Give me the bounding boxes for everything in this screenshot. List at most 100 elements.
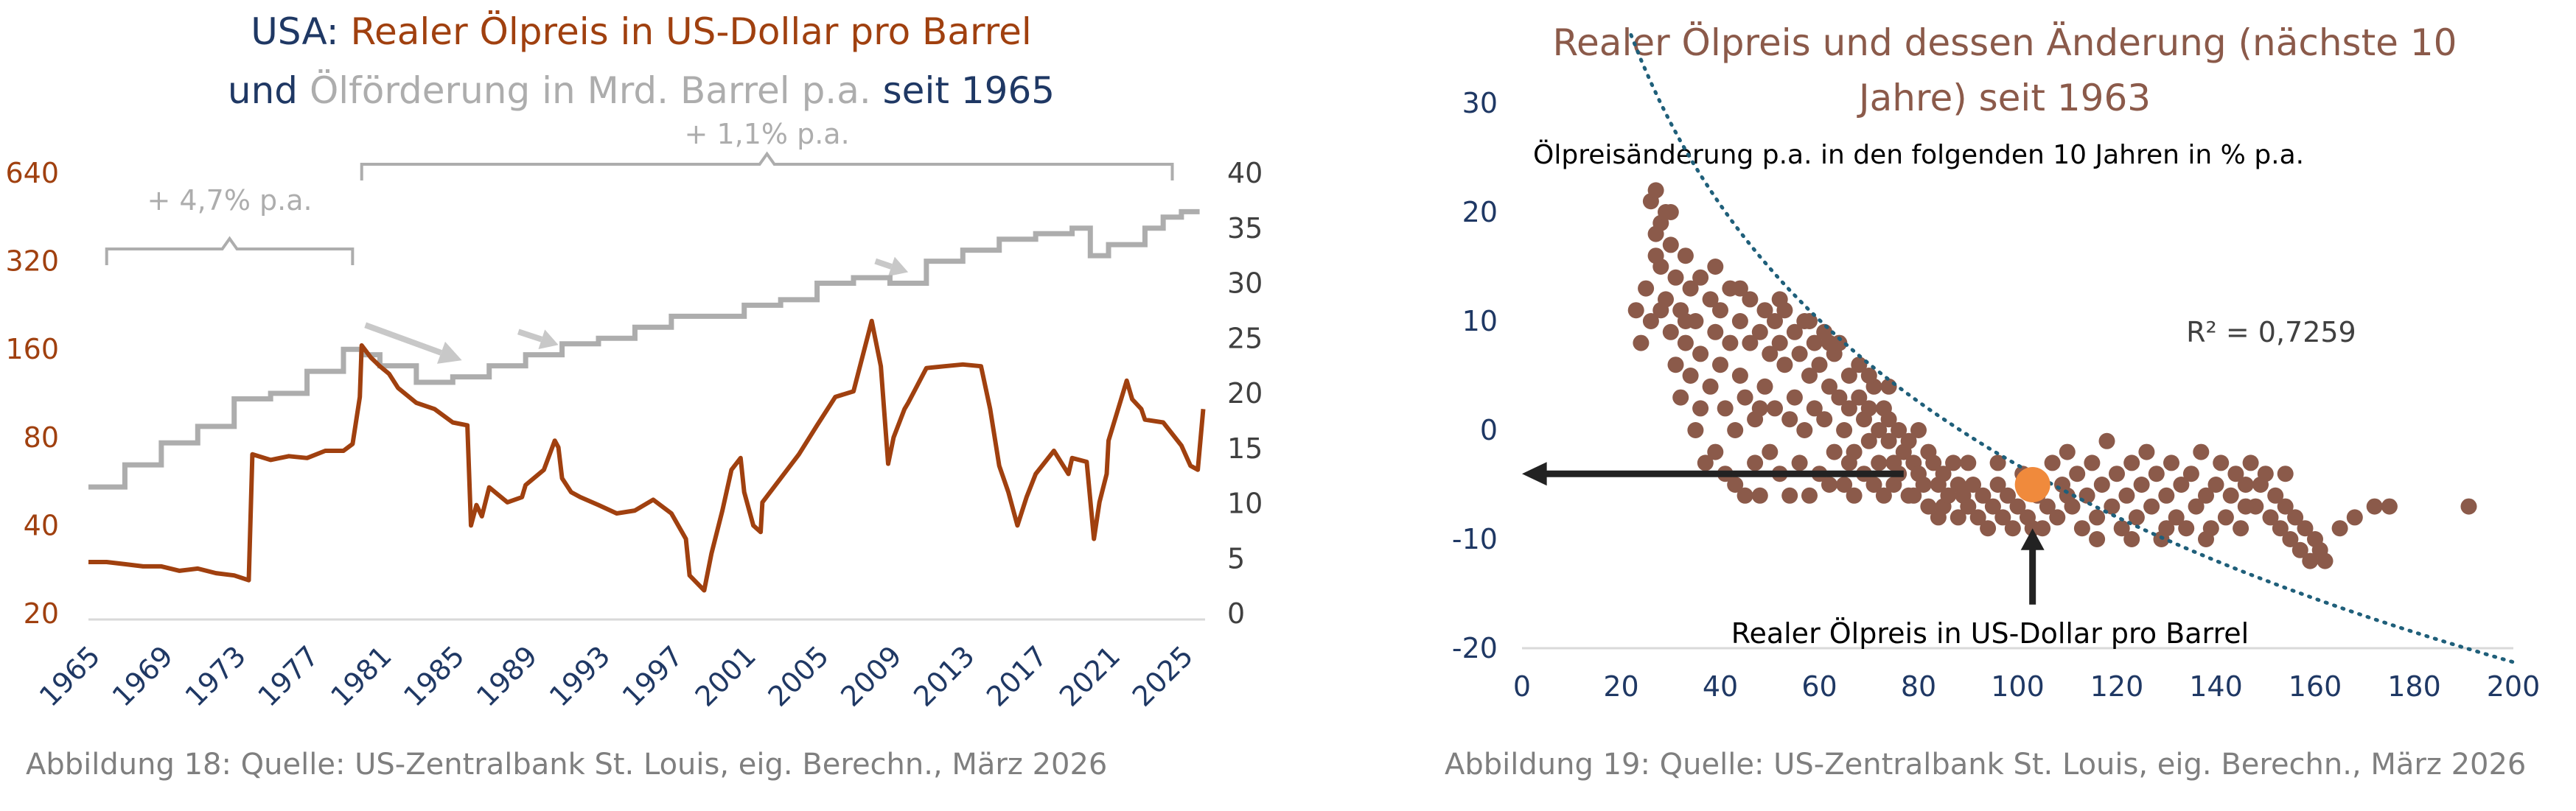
scatter-point: [1891, 422, 1907, 438]
scatter-point: [1702, 378, 1719, 395]
scatter-point: [2198, 487, 2214, 504]
scatter-point: [1791, 454, 1808, 471]
scatter-point: [1712, 302, 1728, 319]
scatter-point: [2291, 541, 2308, 558]
scatter-point: [2123, 531, 2140, 547]
scatter-point: [1851, 389, 1868, 406]
scatter-point: [1865, 477, 1882, 493]
right-y-tick-label: 5: [1227, 542, 1245, 575]
scatter-point: [1860, 368, 1877, 384]
right-y-tick-label: 0: [1480, 414, 1498, 446]
left-x-tick-label: 2013: [907, 639, 981, 713]
trend-arrow-shaft: [517, 329, 543, 343]
scatter-point: [2237, 477, 2254, 493]
scatter-point: [1880, 411, 1897, 428]
scatter-point: [1950, 509, 1966, 526]
scatter-point: [1821, 378, 1837, 395]
scatter-point: [1642, 313, 1659, 329]
scatter-point: [1846, 487, 1863, 504]
scatter-point: [2188, 498, 2205, 515]
scatter-point: [1687, 422, 1704, 438]
right-y-tick-label: 20: [1462, 196, 1498, 228]
scatter-point: [1762, 443, 1779, 460]
right-y-tick-label: 40: [1227, 157, 1263, 189]
scatter-point: [1989, 454, 2006, 471]
scatter-point: [1875, 487, 1892, 504]
scatter-point: [2059, 443, 2076, 460]
left-y-tick-label: 160: [5, 333, 59, 365]
scatter-point: [2059, 487, 2076, 504]
scatter-point: [1791, 345, 1808, 362]
scatter-point: [1960, 498, 1977, 515]
scatter-point: [2222, 487, 2239, 504]
scatter-point: [2113, 520, 2130, 537]
left-title-production: Ölförderung in Mrd. Barrel p.a.: [310, 69, 871, 112]
scatter-point: [2168, 509, 2185, 526]
right-x-tick-label: 160: [2289, 670, 2342, 703]
left-x-tick-label: 2005: [761, 639, 835, 713]
scatter-point: [1945, 454, 1962, 471]
right-plot-area: 0 20 40 60 80 100 120 140 160 180 200 -20 -10 0 10 20 30…: [1452, 33, 2541, 703]
scatter-point: [1811, 357, 1828, 373]
scatter-point: [1736, 389, 1753, 406]
scatter-point: [1801, 313, 1818, 329]
scatter-point: [2331, 520, 2348, 537]
scatter-point: [2173, 477, 2190, 493]
scatter-point: [1806, 334, 1823, 351]
scatter-point: [2128, 509, 2145, 526]
scatter-point: [1697, 454, 1714, 471]
scatter-point: [1692, 345, 1709, 362]
right-y-tick-label: 0: [1227, 597, 1245, 630]
scatter-point: [1930, 509, 1947, 526]
right-y-tick-label: -10: [1452, 523, 1498, 555]
right-x-tick-label: 0: [1513, 670, 1531, 703]
scatter-point: [1707, 323, 1724, 340]
scatter-point: [2267, 487, 2284, 504]
left-chart-title-line2: und Ölförderung in Mrd. Barrel p.a. seit…: [228, 69, 1055, 112]
scatter-point: [1984, 498, 2001, 515]
scatter-point: [2282, 531, 2299, 547]
right-x-tick-label: 180: [2387, 670, 2441, 703]
right-chart-title-line2: Jahre) seit 1963: [1857, 77, 2151, 119]
scatter-point: [1826, 443, 1843, 460]
scatter-point: [2317, 552, 2334, 569]
scatter-point: [1871, 454, 1888, 471]
right-x-tick-label: 200: [2487, 670, 2541, 703]
right-x-tick-label: 60: [1801, 670, 1837, 703]
scatter-point: [2297, 520, 2314, 537]
growth-rate-annotation: + 1,1% p.a.: [685, 118, 850, 150]
scatter-point: [2381, 498, 2398, 515]
scatter-point: [2302, 552, 2319, 569]
scatter-point: [1647, 182, 1664, 199]
scatter-point: [1860, 432, 1877, 449]
r-squared-label: R² = 0,7259: [2186, 316, 2356, 348]
scatter-point: [2009, 498, 2026, 515]
scatter-point: [2024, 520, 2041, 537]
scatter-point: [1831, 389, 1848, 406]
scatter-point: [1662, 323, 1679, 340]
scatter-point: [1707, 443, 1724, 460]
scatter-point: [1767, 400, 1783, 417]
scatter-point: [2069, 466, 2086, 482]
highlight-point: [2014, 467, 2050, 502]
scatter-point: [1638, 280, 1655, 297]
scatter-point: [1840, 454, 1857, 471]
right-x-tick-label: 80: [1901, 670, 1936, 703]
scatter-point: [1672, 389, 1689, 406]
scatter-point: [1771, 334, 1788, 351]
scatter-point: [1751, 323, 1768, 340]
right-x-tick-label: 20: [1603, 670, 1638, 703]
scatter-point: [1751, 487, 1768, 504]
trend-arrow-head: [538, 329, 559, 349]
scatter-point: [2233, 520, 2249, 537]
right-y-tick-label: 25: [1227, 322, 1263, 354]
right-y-tick-label: 15: [1227, 432, 1263, 465]
trendline: [1629, 33, 2516, 664]
growth-bracket: [360, 151, 1174, 180]
scatter-point: [2193, 443, 2210, 460]
scatter-point: [1677, 313, 1694, 329]
scatter-point: [2460, 498, 2477, 515]
scatter-point: [1731, 368, 1748, 384]
scatter-point: [2148, 466, 2165, 482]
